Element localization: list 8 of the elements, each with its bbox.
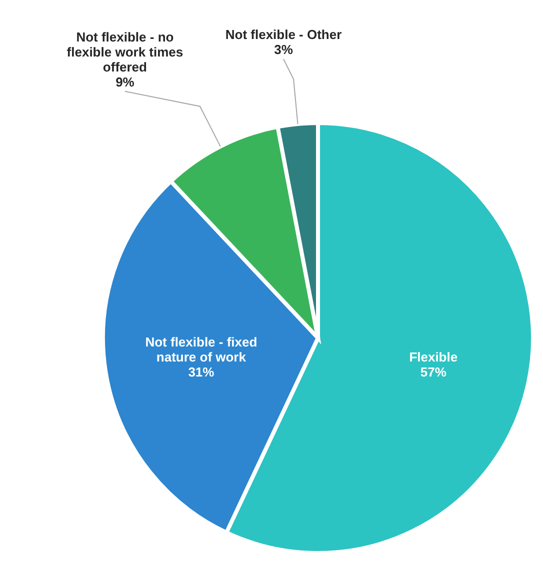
data-label: 9% [116,74,135,89]
slice-label: Flexible [409,348,458,364]
slice-label: Not flexible - fixed nature of work [145,334,258,364]
data-label: 57% [420,364,447,379]
slice-label: Not flexible - no flexible work times offered [66,28,184,74]
data-label: 31% [188,364,215,379]
data-label: 3% [274,42,294,57]
slice-label: Not flexible - Other [225,26,342,42]
